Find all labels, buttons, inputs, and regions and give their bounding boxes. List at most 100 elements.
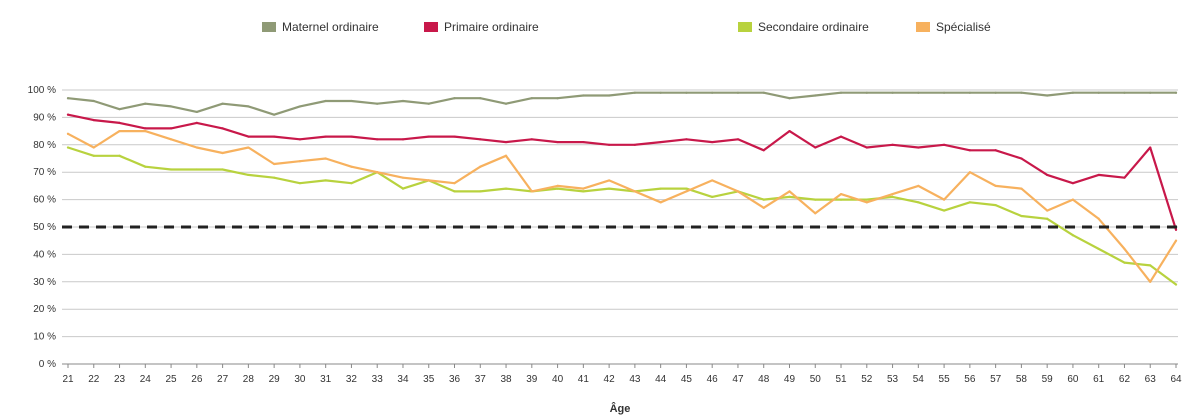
data-point [453,97,456,100]
data-point [144,130,147,133]
data-point [195,121,198,124]
x-tick-label: 45 [681,374,693,385]
data-point [324,157,327,160]
data-point [659,201,662,204]
data-point [633,190,636,193]
y-tick-label: 30 % [33,277,56,288]
data-point [711,195,714,198]
data-point [865,198,868,201]
data-point [659,140,662,144]
data-point [118,108,121,111]
data-point [736,190,740,193]
data-point [530,138,533,141]
data-point [1097,217,1100,220]
data-point [582,140,585,144]
data-point [1149,91,1152,94]
data-point [839,91,843,94]
data-point [942,143,946,146]
data-point [814,146,817,149]
data-point [556,187,559,190]
data-point [221,102,224,105]
data-point [736,91,740,94]
x-tick-label: 47 [732,374,744,385]
data-point [891,143,894,146]
data-point [685,190,688,193]
x-tick-label: 62 [1119,374,1131,385]
data-point [608,187,611,190]
data-point [221,168,224,171]
data-point [298,138,302,141]
data-point [968,171,971,174]
data-point [298,182,302,185]
data-point [427,179,430,182]
y-tick-label: 10 % [33,332,56,343]
data-point [556,140,559,144]
data-point [144,127,147,130]
data-point [1046,209,1049,212]
data-point [762,198,765,201]
data-point [376,102,379,105]
data-point [711,140,714,144]
data-point [1071,234,1075,237]
data-point [711,179,714,182]
data-point [350,135,353,138]
y-tick-label: 70 % [33,167,56,178]
data-point [762,206,765,209]
y-tick-label: 20 % [33,304,56,315]
data-point [504,140,508,144]
data-point [917,91,920,94]
legend: Maternel ordinaire Primaire ordinaire Seco… [262,20,991,34]
legend-label: Primaire ordinaire [444,20,539,34]
data-point [788,190,791,193]
data-point [92,119,95,122]
data-point [608,94,611,97]
legend-swatch [916,22,930,32]
x-tick-label: 59 [1042,374,1054,385]
data-point [608,179,611,182]
x-tick-label: 46 [707,374,719,385]
data-point [247,173,250,177]
data-point [92,154,95,157]
data-point [1071,182,1075,185]
y-tick-label: 60 % [33,195,56,206]
x-tick-label: 51 [835,374,847,385]
data-point [376,171,379,174]
data-point [1149,264,1152,267]
data-point [659,91,662,94]
x-tick-label: 48 [758,374,770,385]
data-point [685,91,688,94]
x-tick-label: 28 [243,374,255,385]
data-point [144,102,147,105]
data-point [273,162,276,166]
data-point [891,91,894,94]
x-tick-label: 37 [475,374,487,385]
data-point [1020,91,1023,94]
data-point [350,99,353,103]
data-point [917,201,920,204]
x-tick-label: 23 [114,374,126,385]
data-point [401,99,405,103]
data-point [504,102,508,105]
data-point [865,146,868,149]
x-axis-title: Âge [610,402,631,415]
data-point [195,146,198,149]
data-point [350,182,353,185]
data-point [1174,228,1178,231]
data-point [994,149,997,152]
data-point [169,138,173,141]
data-point [401,138,405,141]
data-point [144,165,147,168]
data-point [814,94,817,97]
data-point [66,113,70,116]
legend-swatch [262,22,276,32]
data-point [917,184,920,187]
x-tick-label: 39 [526,374,538,385]
y-tick-label: 80 % [33,140,56,151]
x-tick-label: 60 [1067,374,1079,385]
data-point [1123,91,1126,94]
data-point [788,195,791,198]
data-point [1174,239,1178,242]
x-tick-label: 21 [62,374,74,385]
data-point [788,97,791,100]
data-point [427,102,430,105]
